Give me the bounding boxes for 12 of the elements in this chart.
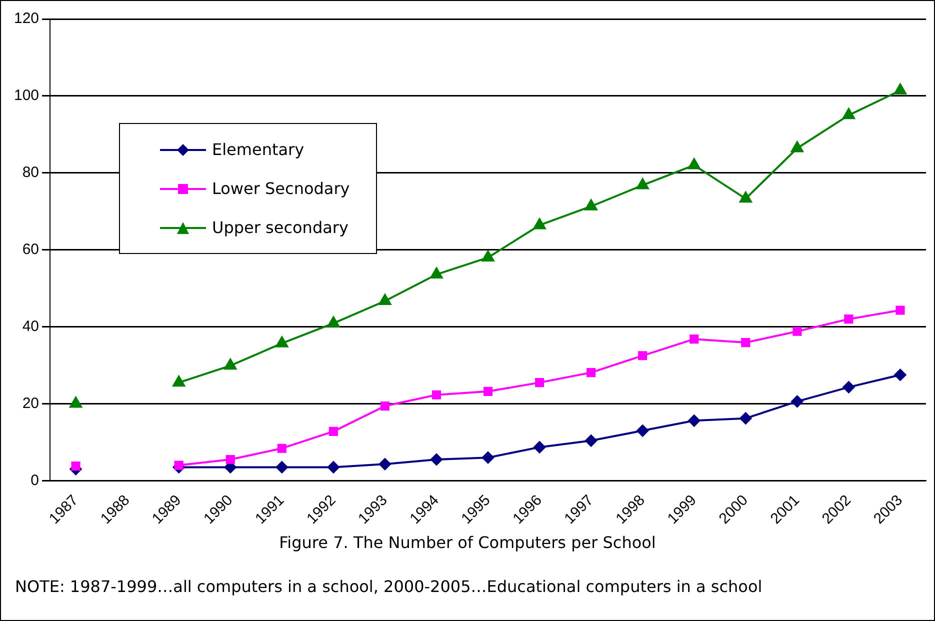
y-tick-label: 60	[22, 240, 40, 258]
y-tick-label: 100	[14, 87, 40, 104]
text: NOTE: 1987-1999…all computers in a school, 2000-2005…Educational computers in a school	[15, 577, 762, 596]
legend-label: Lower Secnodary	[212, 179, 350, 198]
y-tick-label: 0	[30, 472, 40, 489]
text: Figure 7. The Number of Computers per School	[278, 533, 657, 552]
legend-label: Elementary	[212, 140, 304, 159]
legend-label: Upper secondary	[212, 218, 348, 237]
y-tick-label: 80	[22, 164, 40, 182]
y-tick-label: 120	[14, 10, 40, 28]
y-tick-label: 20	[22, 394, 40, 412]
y-tick-label: 40	[22, 318, 40, 335]
